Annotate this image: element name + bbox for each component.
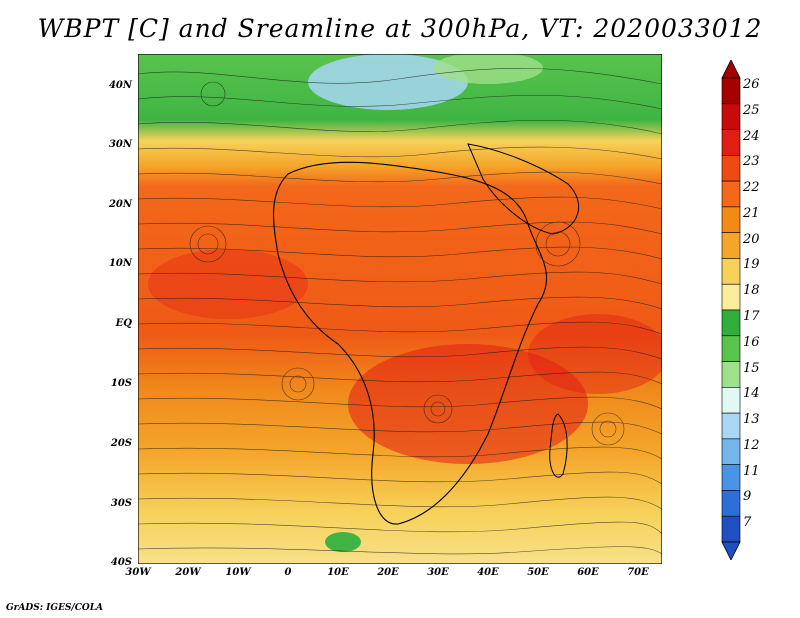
colorbar-label: 23: [743, 154, 760, 170]
colorbar-swatch: [721, 283, 741, 311]
colorbar-swatch: [721, 515, 741, 543]
lon-label: 20E: [377, 567, 399, 578]
colorbar-swatch: [721, 77, 741, 105]
colorbar-label: 18: [743, 283, 760, 299]
colorbar-label: 15: [743, 360, 760, 376]
lat-label: 40S: [110, 557, 132, 568]
africa-coastline: [273, 161, 548, 525]
colorbar-label: 16: [743, 334, 760, 350]
colorbar-bottom-arrow: [721, 541, 741, 560]
colorbar-label: 7: [743, 515, 752, 531]
warm-core-south: [348, 344, 588, 464]
colorbar-swatch: [721, 438, 741, 465]
colorbar-swatch: [721, 464, 741, 491]
arabia-coastline: [467, 143, 580, 235]
colorbar-swatch: [721, 387, 741, 414]
colorbar-label: 22: [743, 180, 760, 196]
lat-label: 20S: [110, 438, 132, 449]
colorbar-swatch: [721, 490, 741, 517]
warm-core-west: [148, 249, 308, 319]
colorbar-swatch: [721, 180, 741, 208]
colorbar-label: 19: [743, 257, 760, 273]
colorbar-top-arrow: [721, 60, 741, 79]
madagascar-coastline: [549, 413, 568, 478]
lat-label: 10S: [110, 378, 132, 389]
lon-label: 10W: [225, 567, 251, 578]
wbpt-streamline-map: [138, 54, 662, 564]
lat-label: 30N: [108, 139, 132, 150]
colorbar-label: 25: [743, 102, 760, 118]
colorbar-label: 20: [743, 231, 760, 247]
lon-label: 30E: [427, 567, 449, 578]
colorbar-swatch: [721, 155, 741, 182]
colorbar-swatch: [721, 232, 741, 259]
lat-label: 30S: [110, 498, 132, 509]
colorbar-swatch: [721, 129, 741, 156]
colorbar-label: 14: [743, 386, 760, 402]
chart-title: WBPT [C] and Sreamline at 300hPa, VT: 20…: [37, 14, 763, 43]
colorbar-label: 26: [743, 77, 760, 92]
colorbar-label: 9: [743, 489, 752, 505]
lat-label: 10N: [108, 258, 132, 269]
lat-label: EQ: [115, 318, 132, 329]
lon-label: 50E: [527, 567, 549, 578]
lat-label: 40N: [108, 80, 132, 91]
colorbar-swatch: [721, 206, 741, 233]
lon-label: 10E: [327, 567, 349, 578]
lon-label: 40E: [477, 567, 499, 578]
lon-label: 30W: [125, 567, 151, 578]
cold-region: [308, 54, 468, 110]
lon-label: 60E: [577, 567, 599, 578]
colorbar-swatch: [721, 258, 741, 285]
wbpt-field: [138, 54, 662, 564]
colorbar-swatch: [721, 335, 741, 362]
colorbar-label: 24: [743, 128, 760, 144]
streamlines: [138, 68, 662, 555]
colorbar-label: 12: [743, 437, 760, 453]
colorbar-label: 17: [743, 309, 760, 324]
warm-core-east: [528, 314, 662, 394]
colorbar-label: 11: [743, 463, 760, 479]
colorbar-swatch: [721, 103, 741, 130]
lon-label: 0: [284, 567, 292, 578]
colorbar-swatch: [721, 309, 741, 337]
colorbar: [721, 60, 741, 560]
colorbar-label: 21: [743, 205, 760, 221]
lon-label: 20W: [175, 567, 201, 578]
lat-label: 20N: [108, 199, 132, 210]
colorbar-swatch: [721, 361, 741, 388]
lon-label: 70E: [627, 567, 649, 578]
colorbar-label: 13: [743, 412, 760, 428]
credit-text: GrADS: IGES/COLA: [6, 603, 104, 613]
cool-patch: [325, 532, 361, 552]
colorbar-swatch: [721, 412, 741, 440]
